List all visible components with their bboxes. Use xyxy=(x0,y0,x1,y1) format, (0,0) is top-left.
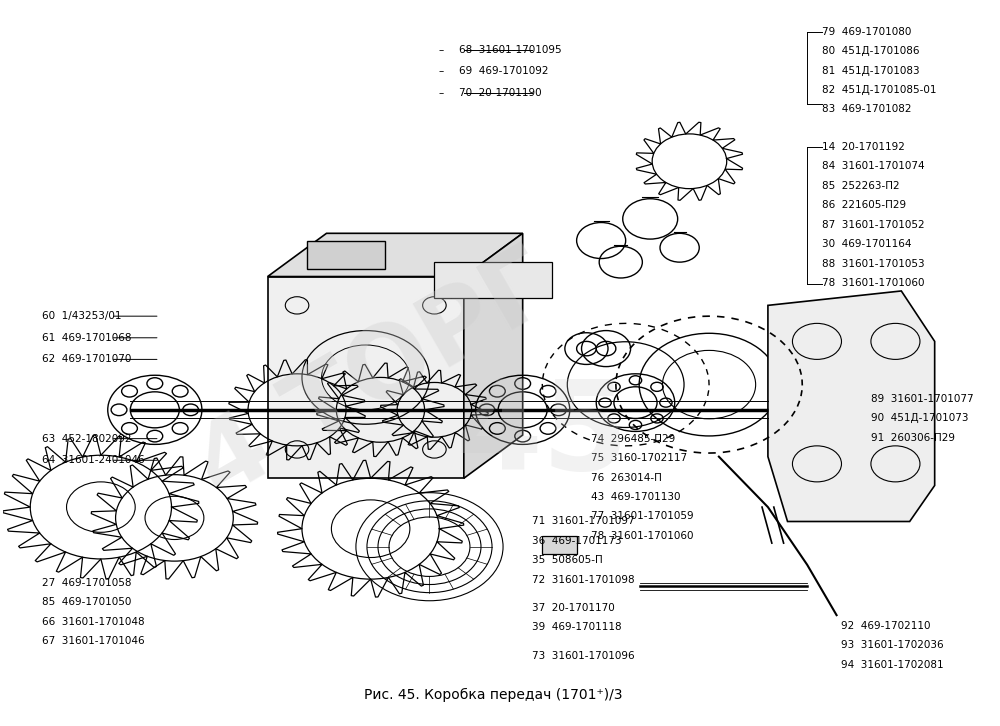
Text: 89  31601-1701077: 89 31601-1701077 xyxy=(871,394,974,404)
Text: 72  31601-1701098: 72 31601-1701098 xyxy=(532,575,635,585)
Text: 67  31601-1701046: 67 31601-1701046 xyxy=(42,636,145,646)
Text: 63  452-1802092: 63 452-1802092 xyxy=(42,433,132,444)
Text: 92  469-1702110: 92 469-1702110 xyxy=(841,621,931,631)
Text: –: – xyxy=(439,88,444,98)
Text: 39  469-1701118: 39 469-1701118 xyxy=(532,622,622,632)
Text: 64  31601-2401046: 64 31601-2401046 xyxy=(42,455,145,465)
Text: 68  31601-1701095: 68 31601-1701095 xyxy=(459,44,562,54)
Text: 88  31601-1701053: 88 31601-1701053 xyxy=(822,258,924,269)
Text: 73  31601-1701096: 73 31601-1701096 xyxy=(532,651,635,661)
Text: 85  252263-П2: 85 252263-П2 xyxy=(822,181,899,191)
Text: 94  31601-1702081: 94 31601-1702081 xyxy=(841,660,944,670)
Text: 78  31601-1701060: 78 31601-1701060 xyxy=(591,531,694,541)
Text: –: – xyxy=(439,44,444,54)
Text: 87  31601-1701052: 87 31601-1701052 xyxy=(822,220,924,229)
Polygon shape xyxy=(268,233,523,277)
Text: 86  221605-П29: 86 221605-П29 xyxy=(822,200,906,211)
Text: 43  469-1701130: 43 469-1701130 xyxy=(591,492,681,502)
Text: –: – xyxy=(439,66,444,76)
Text: Рис. 45. Коробка передач (1701⁺)/3: Рис. 45. Коробка передач (1701⁺)/3 xyxy=(364,688,622,701)
Text: 77  31601-1701059: 77 31601-1701059 xyxy=(591,511,694,521)
Text: 60  1/43253/01: 60 1/43253/01 xyxy=(42,311,122,321)
Text: 78  31601-1701060: 78 31601-1701060 xyxy=(822,278,924,288)
Text: 80  451Д-1701086: 80 451Д-1701086 xyxy=(822,46,919,56)
Polygon shape xyxy=(464,233,523,478)
FancyBboxPatch shape xyxy=(307,240,385,269)
FancyBboxPatch shape xyxy=(434,262,552,298)
Text: 66  31601-1701048: 66 31601-1701048 xyxy=(42,616,145,627)
Text: 30  469-1701164: 30 469-1701164 xyxy=(822,239,911,249)
Text: 79  469-1701080: 79 469-1701080 xyxy=(822,27,911,36)
Text: 71  31601-1701097: 71 31601-1701097 xyxy=(532,516,635,526)
Text: 36  469-1701173: 36 469-1701173 xyxy=(532,536,622,546)
Text: 45: 45 xyxy=(455,375,629,496)
Text: 91  260306-П29: 91 260306-П29 xyxy=(871,433,955,443)
FancyBboxPatch shape xyxy=(542,536,577,554)
Text: 37  20-1701170: 37 20-1701170 xyxy=(532,603,615,613)
Text: 74  296485-П29: 74 296485-П29 xyxy=(591,433,676,444)
Text: 76  263014-П: 76 263014-П xyxy=(591,473,662,483)
Text: 4 ТОРГ: 4 ТОРГ xyxy=(180,237,571,518)
Text: 84  31601-1701074: 84 31601-1701074 xyxy=(822,161,924,171)
Text: 62  469-1701070: 62 469-1701070 xyxy=(42,354,131,364)
Text: 75  3160-1702117: 75 3160-1702117 xyxy=(591,453,687,463)
Text: 81  451Д-1701083: 81 451Д-1701083 xyxy=(822,65,919,76)
Text: 83  469-1701082: 83 469-1701082 xyxy=(822,105,911,115)
Text: 70  20-1701190: 70 20-1701190 xyxy=(459,88,542,98)
Text: 93  31601-1702036: 93 31601-1702036 xyxy=(841,640,944,650)
Text: 14  20-1701192: 14 20-1701192 xyxy=(822,142,905,152)
Text: 82  451Д-1701085-01: 82 451Д-1701085-01 xyxy=(822,85,936,95)
Text: 61  469-1701068: 61 469-1701068 xyxy=(42,333,132,343)
FancyBboxPatch shape xyxy=(268,277,464,478)
Text: 27  469-1701058: 27 469-1701058 xyxy=(42,578,132,588)
Text: 90  451Д-1701073: 90 451Д-1701073 xyxy=(871,414,968,423)
Text: 69  469-1701092: 69 469-1701092 xyxy=(459,66,548,76)
Text: 35  508605-П: 35 508605-П xyxy=(532,555,603,566)
Text: 85  469-1701050: 85 469-1701050 xyxy=(42,597,131,607)
Polygon shape xyxy=(768,291,935,521)
